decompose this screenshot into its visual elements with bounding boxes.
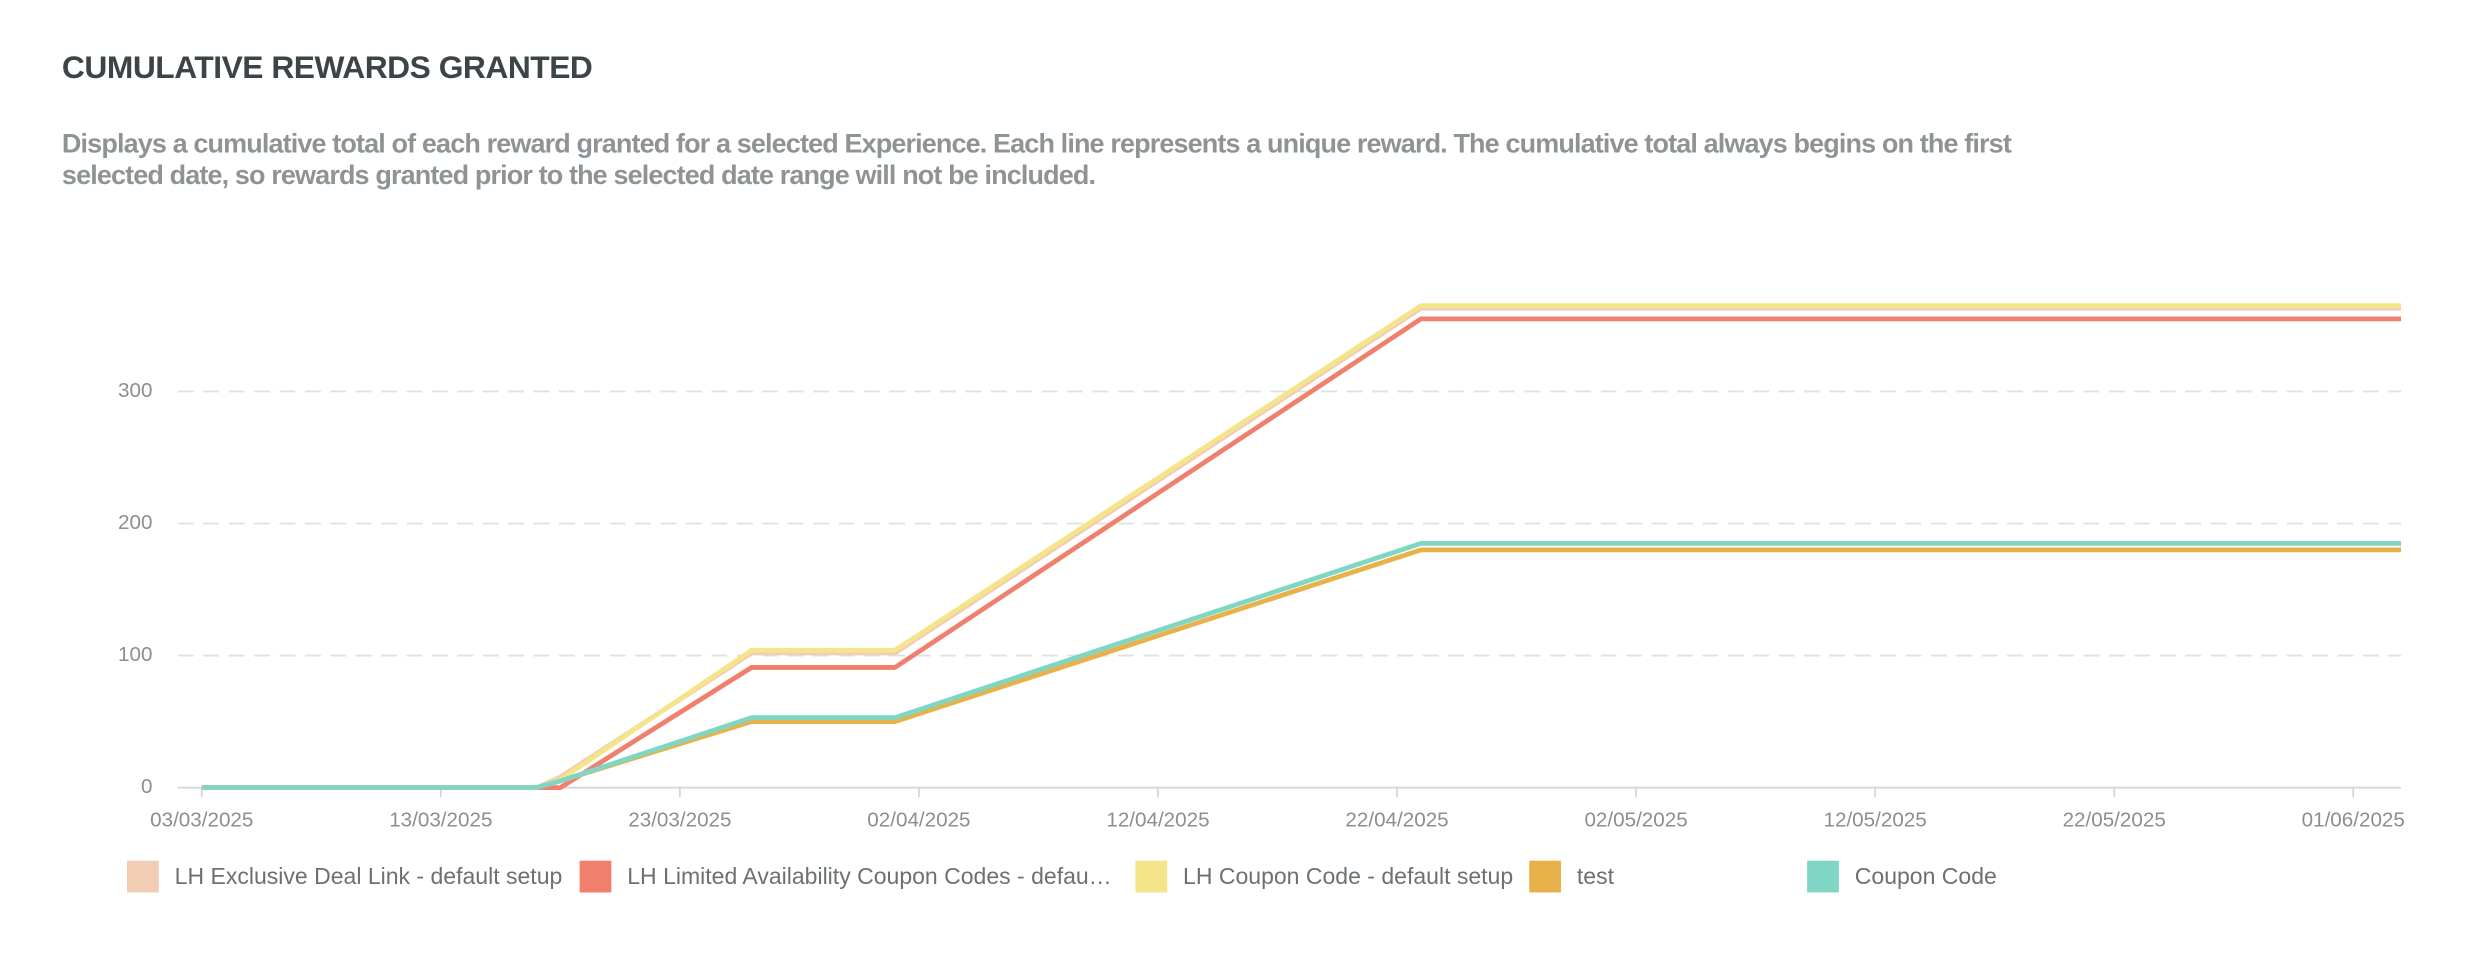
y-tick-label: 200 xyxy=(118,511,152,534)
x-tick-label: 22/05/2025 xyxy=(2063,808,2166,831)
x-tick-label: 22/04/2025 xyxy=(1345,808,1448,831)
legend-label: LH Coupon Code - default setup xyxy=(1183,863,1513,889)
x-tick-label: 23/03/2025 xyxy=(628,808,731,831)
x-tick-label: 12/05/2025 xyxy=(1824,808,1927,831)
series-line xyxy=(201,303,2402,791)
y-tick-label: 0 xyxy=(141,775,152,798)
legend-label: LH Exclusive Deal Link - default setup xyxy=(175,863,563,889)
y-tick-label: 100 xyxy=(118,643,152,666)
x-tick-label: 02/04/2025 xyxy=(867,808,970,831)
legend-label: Coupon Code xyxy=(1855,863,1997,889)
x-tick-label: 03/03/2025 xyxy=(150,808,253,831)
legend-label: LH Limited Availability Coupon Codes - d… xyxy=(627,863,1111,889)
legend-swatch xyxy=(1529,860,1562,893)
legend-swatch xyxy=(1135,860,1168,893)
y-tick-label: 300 xyxy=(118,379,152,402)
series-line xyxy=(201,541,2402,791)
legend-swatch xyxy=(1807,860,1839,893)
legend-swatch xyxy=(579,860,612,893)
chart-title: CUMULATIVE REWARDS GRANTED xyxy=(61,50,593,86)
legend-label: test xyxy=(1577,863,1615,889)
chart-subtitle: Displays a cumulative total of each rewa… xyxy=(61,128,2012,191)
legend-swatch xyxy=(127,860,159,893)
x-tick-label: 02/05/2025 xyxy=(1584,808,1687,831)
series-line xyxy=(201,547,2402,791)
x-tick-label: 12/04/2025 xyxy=(1106,808,1209,831)
x-tick-label: 13/03/2025 xyxy=(389,808,492,831)
x-tick-label: 01/06/2025 xyxy=(2302,808,2405,831)
